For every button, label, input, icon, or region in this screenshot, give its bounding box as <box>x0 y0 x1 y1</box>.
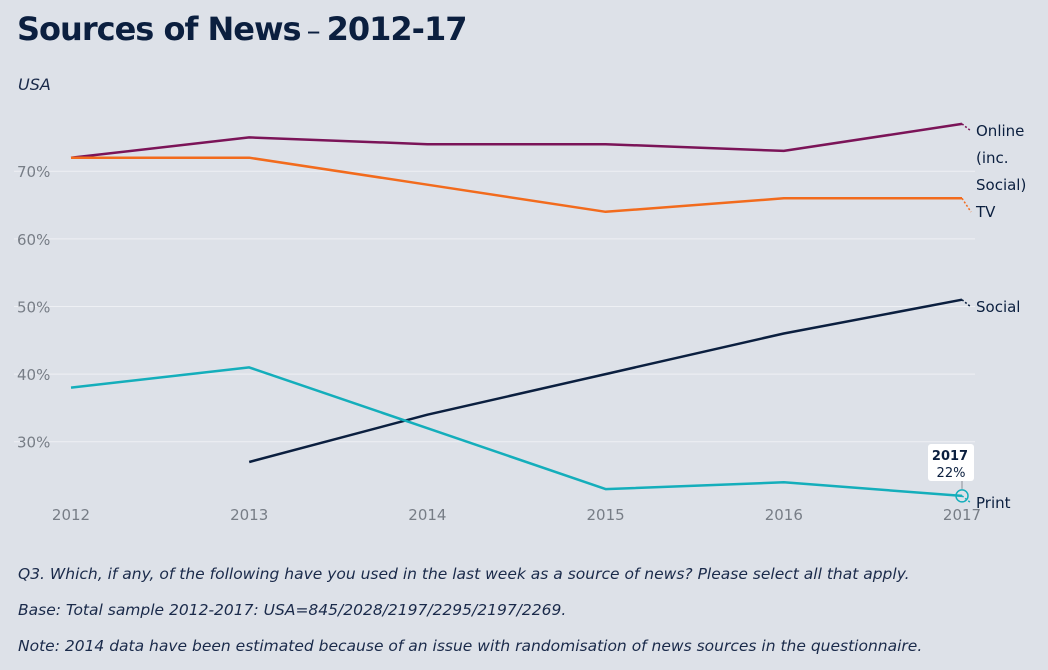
series-label-online: Online (inc. Social) <box>976 122 1026 194</box>
series-line-social[interactable] <box>248 298 963 464</box>
line-chart: 30% 40% 50% 60% 70% 2012 2013 2014 2015 2016 2017… <box>14 122 1026 524</box>
gridlines <box>14 170 975 443</box>
y-tick-label-60: 60% <box>17 231 50 249</box>
tooltip-value: 22% <box>937 466 966 481</box>
chart-subtitle: USA <box>18 75 51 94</box>
y-tick-label-30: 30% <box>17 434 50 452</box>
tooltip-year: 2017 <box>932 449 968 464</box>
base-note: Base: Total sample 2012-2017: USA=845/20… <box>18 601 567 619</box>
y-axis: 30% 40% 50% 60% 70% <box>17 163 50 452</box>
highlight-point[interactable] <box>955 489 969 503</box>
label-leader-online <box>961 123 972 132</box>
label-leader-social <box>961 299 972 308</box>
question-note: Q3. Which, if any, of the following have… <box>18 565 910 583</box>
x-tick-label-2016: 2016 <box>765 506 803 524</box>
x-tick-label-2014: 2014 <box>408 506 446 524</box>
label-leader-tv <box>961 197 972 213</box>
series-line-online[interactable] <box>70 122 963 159</box>
y-tick-label-40: 40% <box>17 366 50 384</box>
x-tick-label-2017: 2017 <box>943 506 981 524</box>
series-label-print: Print <box>976 494 1011 512</box>
y-tick-label-70: 70% <box>17 163 50 181</box>
series-labels: Online (inc. Social) TV Social Print <box>961 122 1026 512</box>
x-axis: 2012 2013 2014 2015 2016 2017 <box>52 506 981 524</box>
tooltip-box <box>928 444 974 481</box>
series-line-tv[interactable] <box>71 156 962 214</box>
chart-title: Sources of News –2012-17 <box>17 10 468 48</box>
series-label-social: Social <box>976 298 1020 316</box>
series-label-tv: TV <box>975 203 996 221</box>
x-tick-label-2015: 2015 <box>587 506 625 524</box>
y-tick-label-50: 50% <box>17 298 50 316</box>
chart-title-separator: – <box>306 14 321 47</box>
x-tick-label-2013: 2013 <box>230 506 268 524</box>
chart-notes: Q3. Which, if any, of the following have… <box>18 562 922 670</box>
hover-tooltip: 2017 22% <box>928 444 974 503</box>
chart-title-years: 2012-17 <box>326 10 468 48</box>
series-line-print[interactable] <box>70 366 963 498</box>
x-tick-label-2012: 2012 <box>52 506 90 524</box>
chart-title-main: Sources of News <box>17 10 302 48</box>
series-lines <box>70 122 963 498</box>
estimate-note: Note: 2014 data have been estimated beca… <box>18 637 923 655</box>
